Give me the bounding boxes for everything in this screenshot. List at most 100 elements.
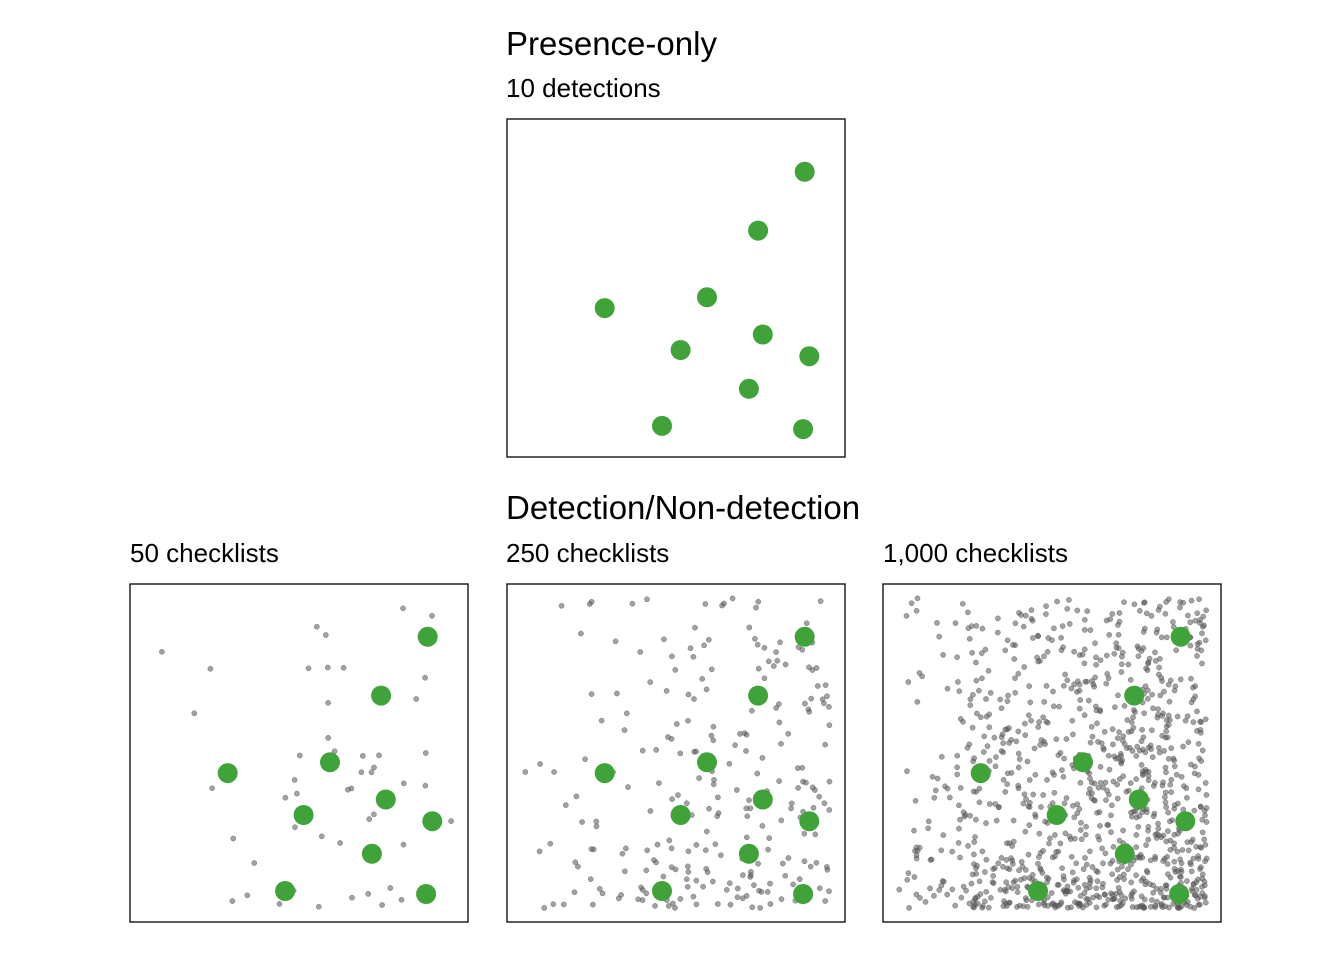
- checklist-point: [911, 874, 918, 880]
- checklist-point: [1173, 647, 1180, 654]
- checklist-point: [766, 835, 773, 841]
- checklist-point: [1135, 824, 1142, 830]
- checklist-point: [1040, 792, 1047, 798]
- checklist-point: [1029, 871, 1036, 878]
- checklist-point: [1101, 728, 1108, 735]
- checklist-point: [1139, 768, 1146, 775]
- checklist-point: [1001, 898, 1007, 904]
- checklist-point: [291, 777, 298, 783]
- checklist-point: [946, 794, 953, 801]
- checklist-point: [1059, 767, 1065, 773]
- checklist-point: [1044, 719, 1051, 726]
- checklist-point: [1135, 653, 1142, 660]
- checklist-point: [1165, 828, 1171, 834]
- checklist-point: [1022, 732, 1029, 738]
- checklist-point: [1116, 903, 1122, 910]
- detection-point: [1073, 752, 1093, 773]
- checklist-point: [1155, 825, 1162, 832]
- checklist-point: [714, 901, 721, 907]
- checklist-point: [1152, 904, 1159, 911]
- checklist-point: [647, 808, 654, 814]
- checklist-point: [1083, 896, 1090, 902]
- checklist-point: [1120, 871, 1127, 878]
- checklist-point: [1115, 885, 1122, 891]
- checklist-point: [1177, 873, 1183, 880]
- checklist-point: [1105, 752, 1112, 759]
- checklist-point: [974, 900, 981, 907]
- checklist-point: [1102, 779, 1109, 786]
- checklist-point: [995, 860, 1002, 867]
- checklist-point: [1144, 695, 1151, 702]
- checklist-point: [690, 653, 697, 660]
- detection-point: [416, 884, 437, 904]
- checklist-point: [1136, 607, 1143, 614]
- checklist-point: [1138, 762, 1145, 768]
- detection-point: [799, 811, 820, 832]
- checklist-point: [997, 696, 1004, 703]
- panel-subtitle-50-checklists: 50 checklists: [130, 538, 279, 568]
- checklist-point: [925, 825, 931, 832]
- checklist-point: [1083, 861, 1090, 868]
- checklist-point: [770, 663, 777, 669]
- checklist-point: [1201, 836, 1208, 843]
- checklist-point: [621, 727, 628, 733]
- checklist-point: [741, 730, 748, 736]
- checklist-point: [777, 639, 783, 646]
- checklist-point: [952, 902, 959, 909]
- checklist-point: [963, 887, 969, 894]
- checklist-point: [1022, 895, 1029, 901]
- checklist-point: [998, 855, 1005, 861]
- checklist-point: [972, 895, 979, 901]
- checklist-point: [1092, 674, 1098, 681]
- checklist-point: [315, 903, 322, 910]
- checklist-point: [1156, 749, 1163, 756]
- checklist-point: [993, 754, 999, 760]
- checklist-point: [429, 612, 435, 619]
- checklist-point: [1147, 742, 1154, 749]
- checklist-point: [1106, 632, 1113, 638]
- checklist-point: [1125, 729, 1132, 735]
- checklist-point: [785, 730, 792, 737]
- detection-point: [793, 419, 814, 440]
- checklist-point: [1199, 829, 1206, 836]
- checklist-point: [1165, 756, 1172, 762]
- checklist-point: [1035, 901, 1042, 908]
- checklist-point: [1061, 800, 1068, 807]
- checklist-point: [913, 844, 920, 851]
- checklist-point: [677, 896, 684, 902]
- checklist-point: [809, 784, 816, 791]
- checklist-point: [710, 737, 717, 744]
- panel-frame: [129, 583, 469, 923]
- checklist-point: [1104, 822, 1111, 828]
- checklist-point: [816, 885, 823, 892]
- checklist-point: [207, 665, 214, 672]
- checklist-point: [718, 852, 724, 859]
- checklist-point: [1157, 692, 1164, 699]
- checklist-point: [1163, 882, 1170, 889]
- checklist-point: [1118, 892, 1125, 899]
- checklist-point: [703, 686, 710, 693]
- checklist-point: [1171, 763, 1178, 770]
- checklist-point: [1177, 856, 1183, 863]
- checklist-point: [1154, 626, 1161, 633]
- checklist-point: [629, 600, 636, 607]
- checklist-point: [1162, 789, 1169, 796]
- checklist-point: [956, 802, 962, 809]
- checklist-point: [1202, 899, 1209, 906]
- checklist-point: [1175, 800, 1181, 807]
- checklist-point: [1044, 874, 1050, 881]
- checklist-point: [1041, 699, 1048, 705]
- checklist-point: [1135, 645, 1142, 652]
- checklist-point: [743, 893, 750, 899]
- checklist-point: [1035, 860, 1041, 867]
- checklist-point: [967, 702, 974, 708]
- checklist-point: [1139, 809, 1146, 815]
- checklist-point: [1108, 812, 1114, 819]
- checklist-point: [582, 756, 588, 763]
- checklist-point: [359, 753, 366, 759]
- checklist-point: [954, 771, 961, 778]
- checklist-point: [1114, 866, 1121, 873]
- checklist-point: [940, 652, 946, 658]
- checklist-point: [376, 752, 382, 759]
- checklist-point: [1049, 637, 1055, 643]
